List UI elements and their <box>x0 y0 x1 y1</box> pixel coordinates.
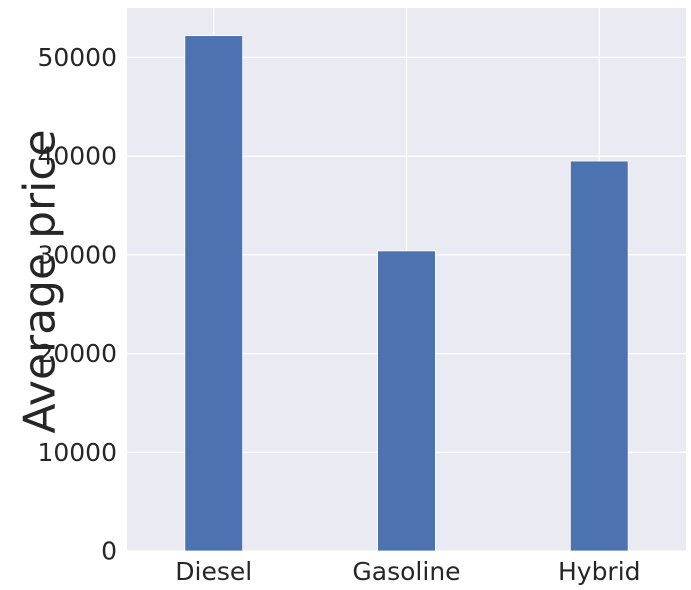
y-tick-label: 0 <box>101 537 117 566</box>
y-tick-label: 10000 <box>37 438 117 467</box>
y-tick-label: 30000 <box>37 240 117 269</box>
bar-gasoline <box>377 250 436 552</box>
bars <box>184 35 629 552</box>
y-axis-ticks: 0 10000 20000 30000 40000 50000 <box>37 43 117 566</box>
x-tick-label: Gasoline <box>352 557 460 586</box>
bar-hybrid <box>569 160 629 552</box>
bar-diesel <box>184 35 244 552</box>
x-tick-label: Diesel <box>175 557 252 586</box>
y-tick-label: 40000 <box>37 142 117 171</box>
x-tick-label: Hybrid <box>558 557 641 586</box>
y-tick-label: 50000 <box>37 43 117 72</box>
y-axis-label: Average price <box>15 129 66 433</box>
x-axis-ticks: Diesel Gasoline Hybrid <box>175 557 640 586</box>
y-tick-label: 20000 <box>37 339 117 368</box>
